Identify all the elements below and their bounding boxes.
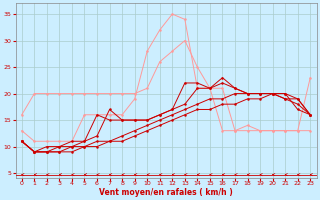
X-axis label: Vent moyen/en rafales ( km/h ): Vent moyen/en rafales ( km/h ) [99, 188, 233, 197]
